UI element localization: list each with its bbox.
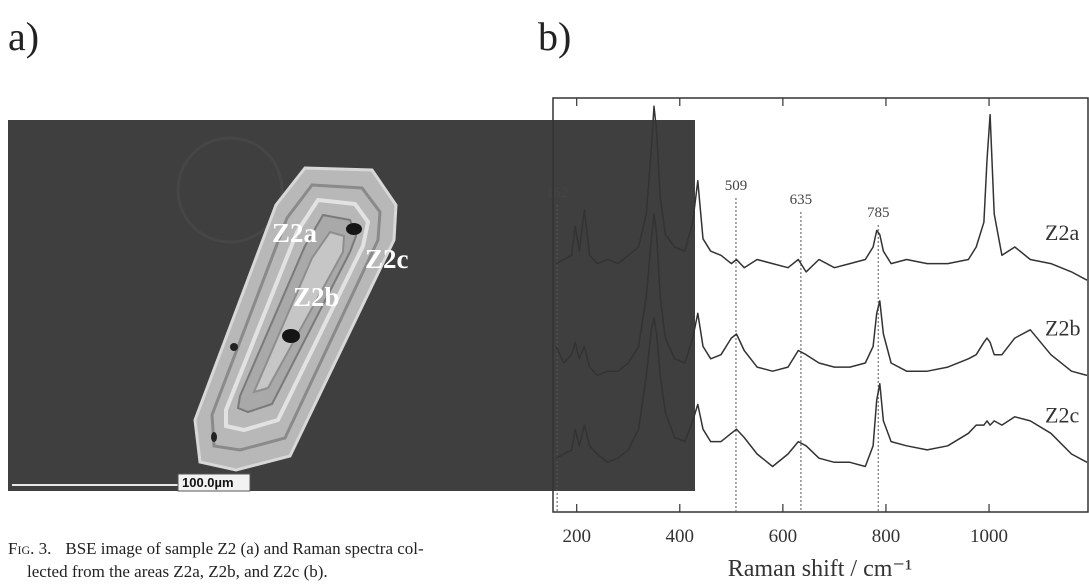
caption-label: Fig. 3. (8, 539, 51, 558)
spectrum (555, 213, 1088, 377)
area-label: Z2a (272, 218, 318, 248)
caption-text: lected from the areas Z2a, Z2b, and Z2c … (27, 562, 328, 581)
panel-label: a) (8, 14, 39, 59)
plot-frame (552, 97, 1089, 513)
bse-image: 100.0µm Z2a Z2b Z2c (8, 120, 695, 492)
series-label: Z2a (1045, 220, 1079, 245)
reference-label: 162 (546, 185, 569, 201)
panel-label: b) (538, 14, 571, 59)
x-tick-label: 400 (666, 526, 695, 547)
reference-label: 785 (867, 205, 890, 221)
series-label: Z2b (1045, 315, 1080, 340)
scale-bar-label: 100.0µm (182, 475, 234, 490)
area-label: Z2b (293, 282, 340, 312)
caption: Fig. 3. BSE image of sample Z2 (a) and Ra… (8, 539, 424, 558)
reference-label: 509 (725, 178, 748, 194)
caption-text: BSE image of sample Z2 (a) and Raman spe… (65, 539, 424, 558)
spectrum (555, 105, 1088, 281)
reference-label: 635 (790, 192, 813, 208)
area-label: Z2c (365, 244, 409, 274)
series-label: Z2c (1045, 402, 1079, 427)
x-tick-label: 200 (562, 526, 591, 547)
x-tick-label: 600 (769, 526, 798, 547)
x-axis-label: Raman shift / cm⁻¹ (728, 556, 913, 582)
x-tick-label: 800 (872, 526, 901, 547)
spectrum (555, 316, 1088, 468)
x-tick-label: 1000 (970, 526, 1008, 547)
